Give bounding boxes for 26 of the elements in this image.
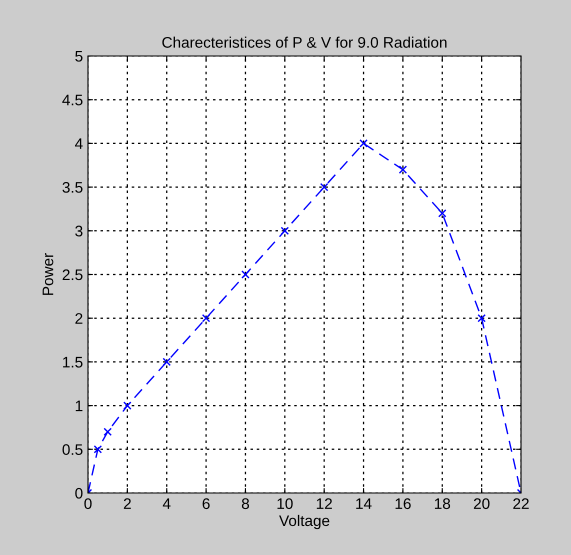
x-tick-label: 6: [202, 498, 210, 510]
y-tick-label: 3: [75, 226, 82, 236]
x-tick-label: 16: [396, 498, 411, 510]
x-tick-label: 18: [434, 498, 450, 510]
y-tick-label: 0: [75, 488, 83, 499]
y-tick-label: 4: [74, 138, 83, 149]
y-tick-label: 2: [75, 313, 82, 324]
y-tick-label: 1: [76, 400, 82, 412]
y-tick-label: 3.5: [62, 182, 82, 193]
x-tick-label: 8: [242, 498, 250, 510]
x-axis-title: Voltage: [279, 514, 330, 530]
y-tick-label: 4.5: [62, 94, 82, 106]
y-tick-label: 5: [75, 51, 82, 62]
x-tick-label: 4: [162, 498, 171, 509]
y-tick-label: 2.5: [62, 269, 82, 280]
x-tick-label: 20: [474, 498, 490, 510]
x-tick-label: 2: [124, 498, 131, 509]
x-tick-label: 14: [356, 498, 372, 509]
y-tick-label: 1.5: [63, 356, 82, 368]
chart-title: Charecteristices of P & V for 9.0 Radiation: [162, 36, 446, 48]
x-tick-label: 10: [277, 498, 293, 510]
y-axis-title: Power: [42, 253, 54, 295]
x-tick-label: 12: [316, 498, 332, 509]
x-tick-label: 22: [513, 498, 529, 509]
y-tick-label: 0.5: [62, 444, 82, 455]
x-tick-label: 0: [84, 498, 92, 510]
